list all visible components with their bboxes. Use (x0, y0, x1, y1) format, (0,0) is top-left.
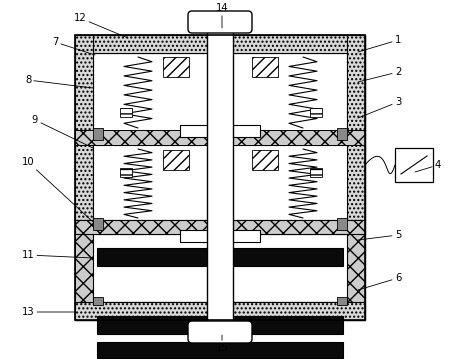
Text: 12: 12 (74, 13, 128, 38)
Text: 8: 8 (25, 75, 93, 88)
FancyBboxPatch shape (188, 321, 252, 343)
Bar (75, 220, 365, 234)
Bar (75, 130, 365, 145)
Text: 11: 11 (22, 250, 93, 260)
Bar (75, 35, 93, 220)
Bar (97, 316, 343, 334)
Bar (93, 297, 103, 305)
Bar (163, 57, 189, 77)
Text: 6: 6 (358, 273, 401, 290)
Text: 3: 3 (358, 97, 401, 118)
Bar (120, 108, 132, 117)
Bar (93, 234, 347, 302)
Bar (310, 108, 322, 117)
Bar (252, 57, 278, 77)
Text: 4: 4 (415, 160, 441, 172)
Bar (337, 218, 347, 230)
Bar (97, 342, 343, 358)
Bar (252, 150, 278, 170)
Bar (97, 248, 343, 266)
Bar (93, 128, 103, 140)
Text: 1: 1 (358, 35, 401, 52)
Text: 10: 10 (22, 157, 93, 222)
Bar (93, 302, 347, 312)
Bar (180, 125, 260, 137)
Bar (163, 150, 189, 170)
Bar (120, 168, 132, 177)
Bar (75, 35, 365, 320)
Bar (93, 145, 347, 220)
Bar (310, 168, 322, 177)
FancyBboxPatch shape (188, 11, 252, 33)
Bar (347, 220, 365, 320)
Bar (93, 53, 347, 220)
Text: 5: 5 (358, 230, 401, 240)
Bar (93, 218, 103, 230)
Text: 9: 9 (32, 115, 93, 148)
Text: 7: 7 (52, 37, 95, 55)
Bar (75, 220, 93, 320)
Bar (337, 128, 347, 140)
Bar (337, 297, 347, 305)
Bar (75, 35, 365, 320)
Text: 2: 2 (358, 67, 401, 82)
Bar (180, 230, 260, 242)
Bar (75, 35, 365, 53)
Bar (75, 302, 365, 320)
Bar (347, 35, 365, 220)
Text: 14: 14 (216, 3, 228, 28)
Text: 15: 15 (216, 335, 228, 353)
Text: 13: 13 (22, 307, 75, 317)
Bar (395, 148, 433, 182)
Bar (207, 27, 233, 323)
